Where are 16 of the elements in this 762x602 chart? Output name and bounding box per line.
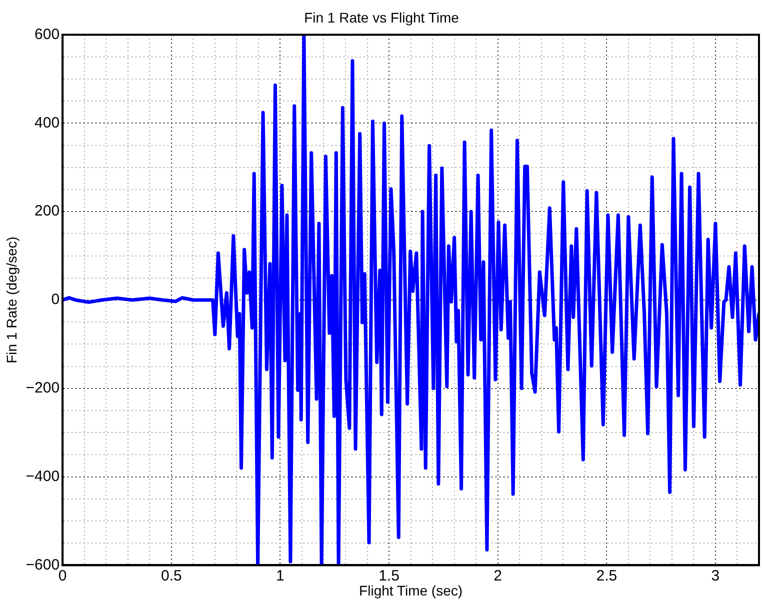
y-tick-label: −600 (26, 556, 60, 574)
x-tick-label: 1 (276, 567, 284, 584)
x-axis-title: Flight Time (sec) (359, 582, 463, 598)
x-tick-label: 2 (494, 567, 502, 584)
y-tick-label: 0 (51, 291, 60, 308)
y-tick-label: −200 (26, 380, 60, 397)
y-axis-title: Fin 1 Rate (deg/sec) (3, 236, 20, 364)
y-tick-label: 400 (34, 114, 60, 132)
y-tick-label: 600 (34, 26, 60, 43)
y-tick-label: −400 (26, 468, 60, 485)
chart-title: Fin 1 Rate vs Flight Time (304, 9, 460, 26)
x-tick-label: 2.5 (596, 567, 618, 584)
x-tick-label: 3 (711, 567, 720, 584)
x-tick-label: 1.5 (378, 567, 400, 584)
y-tick-label: 200 (34, 202, 60, 220)
x-tick-label: 0.5 (160, 567, 182, 584)
